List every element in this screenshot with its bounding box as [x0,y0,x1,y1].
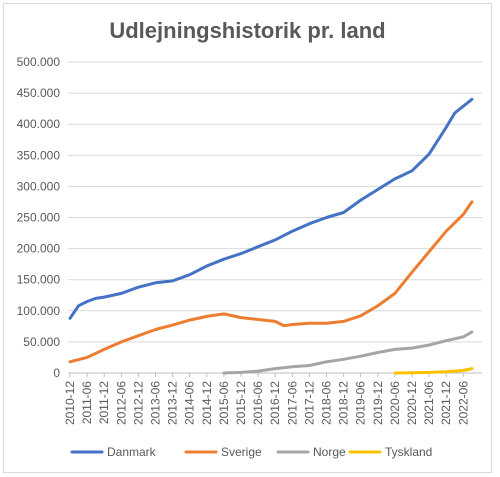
y-tick-label: 350.000 [17,148,61,162]
series-lines [68,97,474,375]
x-tick-label: 2015-06 [217,381,231,425]
x-tick-label: 2018-12 [337,381,351,425]
y-tick-label: 450.000 [17,86,61,100]
chart-frame: Udlejningshistorik pr. land [3,3,492,473]
series-line-tyskland [393,367,474,375]
y-tick-label: 0 [53,366,60,380]
series-line-danmark [68,97,474,320]
x-tick-label: 2020-12 [405,381,419,425]
x-tick-label: 2013-06 [149,381,163,425]
y-tick-label: 200.000 [17,242,61,256]
x-tick-label: 2014-06 [183,381,197,425]
series-line-sverige [68,200,474,364]
y-tick-label: 150.000 [17,273,61,287]
x-tick-label: 2021-06 [422,381,436,425]
x-tick-label: 2017-12 [302,381,316,425]
x-tick-label: 2022-06 [456,381,470,425]
x-tick-label: 2019-12 [371,381,385,425]
x-tick-label: 2020-06 [388,381,402,425]
x-tick-label: 2010-12 [63,381,77,425]
x-axis: 2010-12 2011-06 2011-12 2012-06 2012-12 2013-… [63,373,470,425]
x-tick-label: 2015-12 [234,381,248,425]
x-tick-label: 2016-06 [251,381,265,425]
x-tick-label: 2018-06 [320,381,334,425]
y-tick-label: 300.000 [17,179,61,193]
y-tick-label: 50.000 [23,335,60,349]
x-tick-label: 2011-12 [97,381,111,424]
legend-label: Tyskland [385,445,432,459]
legend: Danmark Sverige Norge Tyskland [70,445,432,459]
legend-label: Sverige [221,445,262,459]
legend-item-norge: Norge [276,445,346,459]
series-line-norge [222,330,474,375]
x-tick-label: 2012-12 [131,381,145,425]
x-tick-label: 2021-12 [439,381,453,425]
x-tick-label: 2011-06 [80,381,94,424]
y-tick-label: 250.000 [17,211,61,225]
x-tick-label: 2016-12 [268,381,282,425]
legend-item-tyskland: Tyskland [348,445,432,459]
legend-label: Norge [313,445,346,459]
chart-title: Udlejningshistorik pr. land [109,18,386,43]
x-tick-label: 2014-12 [200,381,214,425]
y-tick-label: 400.000 [17,117,61,131]
gridlines [68,61,482,374]
legend-label: Danmark [107,445,157,459]
legend-item-sverige: Sverige [184,445,262,459]
x-tick-label: 2013-12 [166,381,180,425]
legend-item-danmark: Danmark [70,445,157,459]
y-tick-label: 100.000 [17,304,61,318]
y-tick-label: 500.000 [17,55,61,69]
y-axis: 0 50.000 100.000 150.000 200.000 250.000 300.0… [17,55,61,380]
x-tick-label: 2017-06 [285,381,299,425]
x-tick-label: 2019-06 [354,381,368,425]
x-tick-label: 2012-06 [114,381,128,425]
